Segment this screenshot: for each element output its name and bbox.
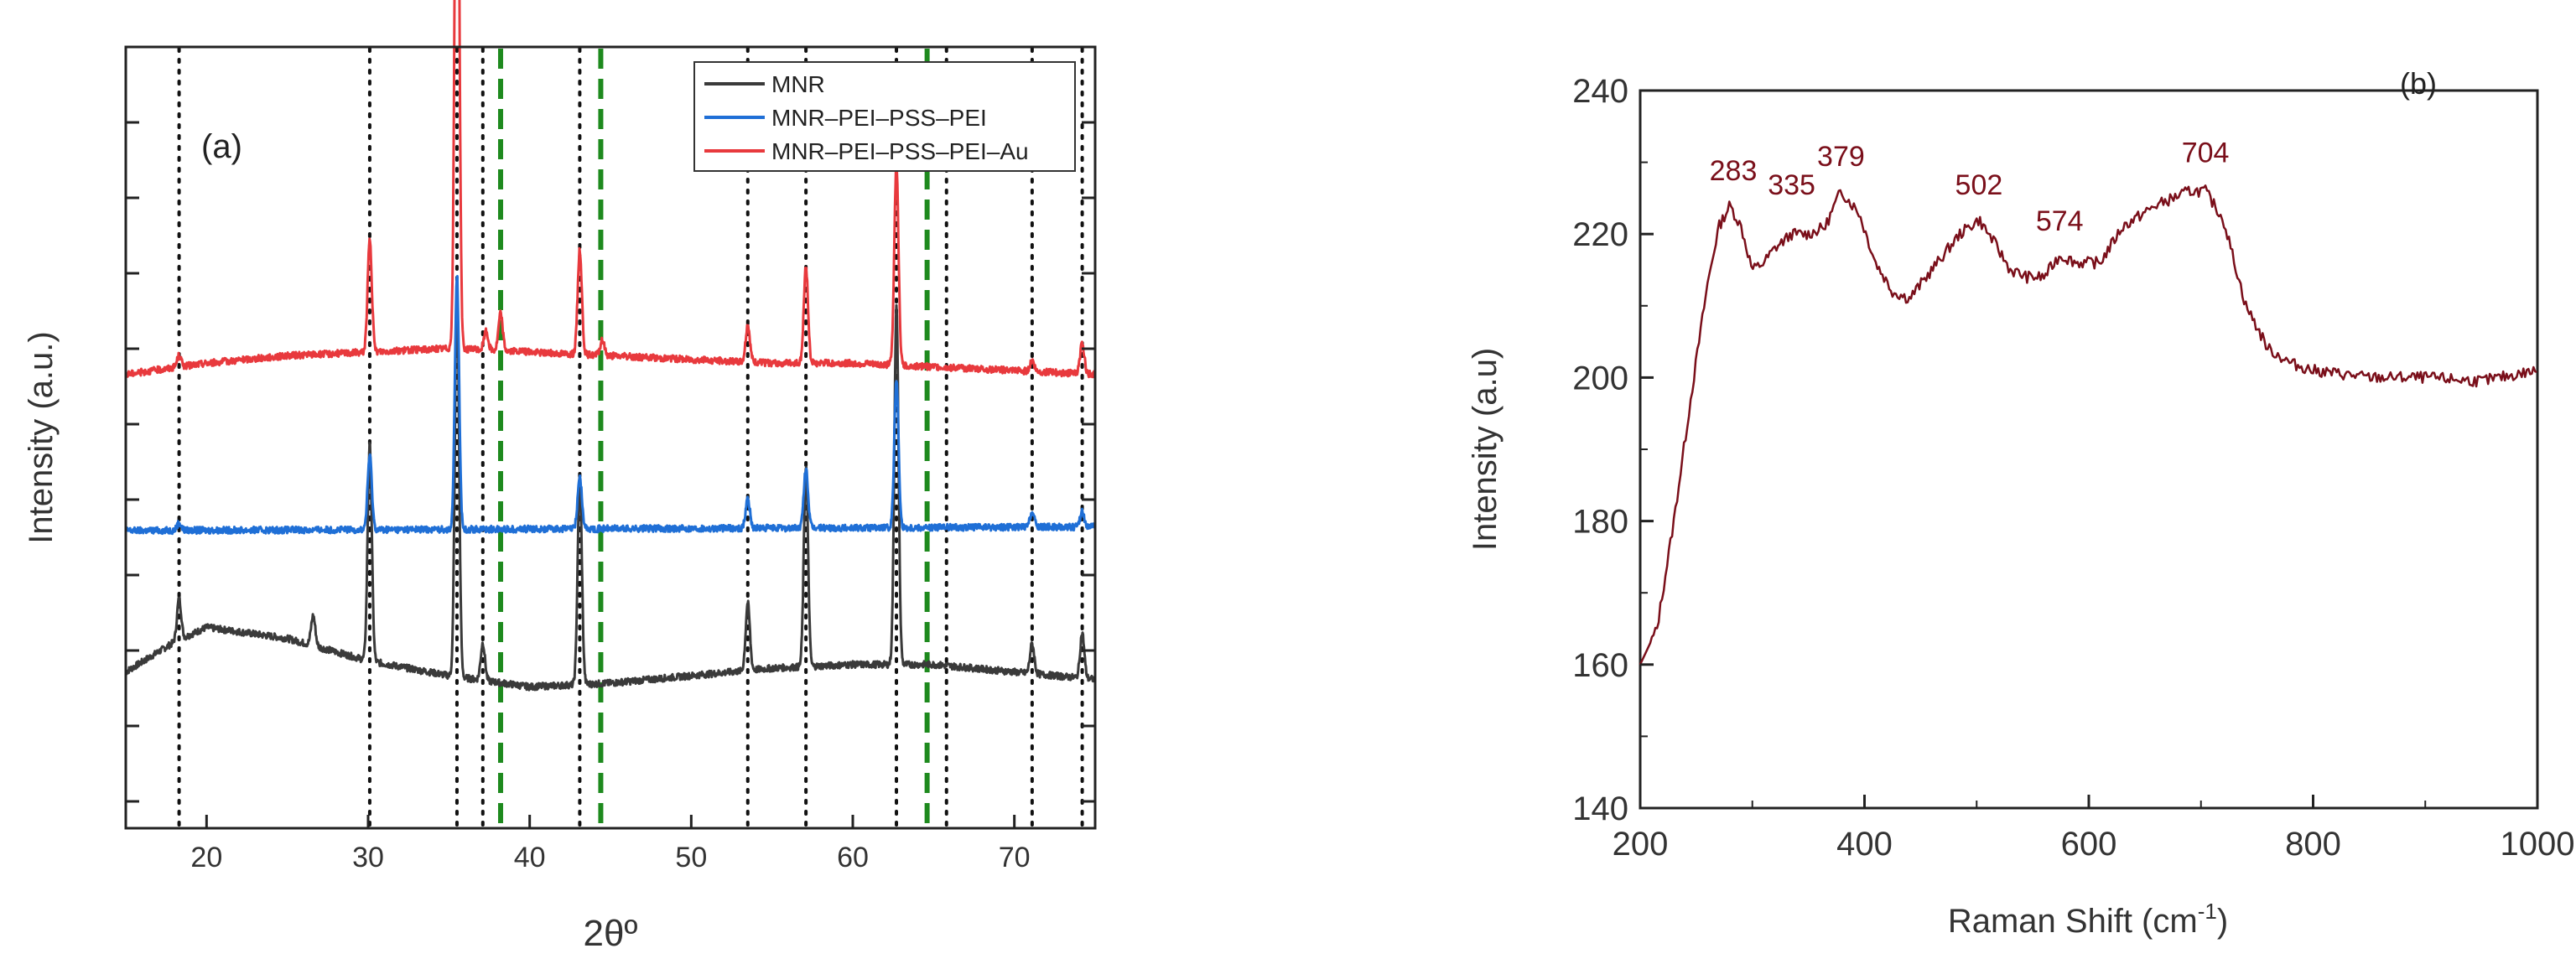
raman-peak-label-283: 283 (1710, 155, 1758, 187)
raman-peak-label-335: 335 (1768, 169, 1815, 201)
raman-y-tick-label-4: 220 (1572, 216, 1628, 253)
raman-y-axis-label: Intensity (a.u) (1467, 348, 1504, 551)
legend-label-mnr-pei: MNR–PEI–PSS–PEI (771, 105, 987, 131)
xrd-plot-frame (124, 45, 1097, 830)
raman-y-tick-label-2: 180 (1572, 504, 1628, 541)
xrd-x-tick-label-4: 60 (837, 842, 869, 873)
xrd-legend: MNR MNR–PEI–PSS–PEI MNR–PEI–PSS–PEI–Au (693, 61, 1076, 172)
raman-x-tick-label-4: 1000 (2501, 826, 2575, 863)
xrd-x-tick-label-5: 70 (999, 842, 1031, 873)
raman-x-tick-label-2: 600 (2061, 826, 2117, 863)
xrd-series-line-2 (124, 0, 1097, 379)
raman-peak-label-574: 574 (2036, 205, 2084, 237)
raman-y-tick-label-1: 160 (1572, 647, 1628, 684)
raman-panel-label: (b) (2400, 66, 2437, 101)
raman-y-tick-label-3: 200 (1572, 360, 1628, 396)
legend-label-mnr: MNR (771, 71, 825, 97)
xrd-panel-label: (a) (201, 128, 242, 165)
legend-label-mnr-pei-au: MNR–PEI–PSS–PEI–Au (771, 138, 1029, 164)
raman-peak-label-502: 502 (1955, 169, 2003, 201)
raman-ticks: 200 400 600 800 1000 140 160 180 200 220 240 (1572, 73, 2574, 863)
raman-x-tick-label-1: 400 (1836, 826, 1893, 863)
raman-series (1639, 184, 2537, 666)
xrd-x-tick-label-3: 50 (675, 842, 707, 873)
xrd-ticks: 20 30 40 50 60 70 (126, 45, 1095, 873)
xrd-x-axis-label: 2θº (583, 913, 637, 954)
xrd-series-line-0 (124, 290, 1097, 692)
raman-x-tick-label-0: 200 (1613, 826, 1669, 863)
raman-y-tick-label-0: 140 (1572, 790, 1628, 827)
xrd-x-tick-label-2: 40 (514, 842, 546, 873)
raman-y-tick-label-5: 240 (1572, 73, 1628, 110)
xrd-panel: 20 30 40 50 60 70 (a) Intensity (a.u.) 2θº MN… (23, 0, 1097, 954)
xrd-series-line-1 (124, 275, 1096, 536)
xrd-series (124, 0, 1097, 692)
raman-x-axis-label: Raman Shift (cm-1) (1948, 899, 2228, 940)
xrd-x-tick-label-0: 20 (190, 842, 222, 873)
raman-spectrum-line (1639, 184, 2537, 666)
raman-panel: 200 400 600 800 1000 140 160 180 200 220 240 283 33… (1467, 66, 2574, 940)
xrd-y-axis-label: Intensity (a.u.) (23, 331, 60, 543)
xrd-x-tick-label-1: 30 (352, 842, 384, 873)
raman-peak-label-379: 379 (1817, 141, 1865, 173)
raman-x-tick-label-3: 800 (2285, 826, 2341, 863)
raman-peak-label-704: 704 (2182, 137, 2230, 169)
